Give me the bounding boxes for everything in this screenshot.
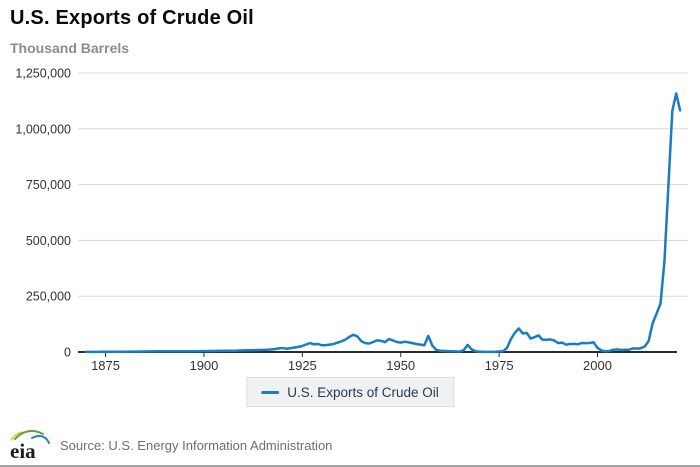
x-tick-label: 2000 xyxy=(583,358,612,373)
y-tick-label: 1,250,000 xyxy=(15,67,71,81)
y-tick-label: 1,000,000 xyxy=(15,122,71,136)
x-tick-label: 1900 xyxy=(189,358,218,373)
y-axis-units-label: Thousand Barrels xyxy=(10,40,130,56)
eia-logo-swoosh-icon xyxy=(10,430,50,444)
legend-item-us-exports[interactable]: U.S. Exports of Crude Oil xyxy=(246,377,454,407)
x-tick-label: 1875 xyxy=(91,358,120,373)
x-tick-label: 1925 xyxy=(288,358,317,373)
series-line-us-crude-oil-exports[interactable] xyxy=(84,92,682,354)
footer: eia Source: U.S. Energy Information Admi… xyxy=(0,425,700,467)
x-tick-label: 1950 xyxy=(386,358,415,373)
chart-title: U.S. Exports of Crude Oil xyxy=(10,7,254,29)
x-tick-label: 1975 xyxy=(485,358,514,373)
y-tick-label: 0 xyxy=(64,346,71,360)
eia-logo: eia xyxy=(8,428,52,462)
y-tick-label: 750,000 xyxy=(26,178,71,192)
y-tick-label: 500,000 xyxy=(26,234,71,248)
eia-logo-text: eia xyxy=(10,439,36,463)
source-text: Source: U.S. Energy Information Administ… xyxy=(60,437,333,453)
legend-label: U.S. Exports of Crude Oil xyxy=(287,384,439,400)
legend-line-swatch xyxy=(261,390,280,394)
y-tick-label: 250,000 xyxy=(26,290,71,304)
